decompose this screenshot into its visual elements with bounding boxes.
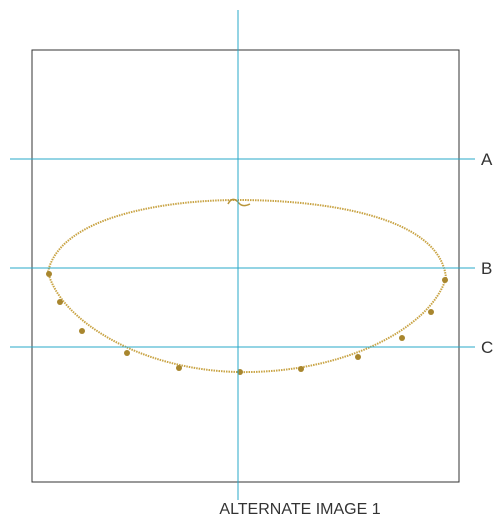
guide-label: B <box>481 259 492 278</box>
guide-label: A <box>481 150 493 169</box>
image-frame <box>31 49 460 483</box>
guide-lines <box>10 10 475 500</box>
guide-label: C <box>481 338 493 357</box>
chain-bottom <box>47 271 447 374</box>
beads <box>46 271 448 375</box>
caption: ALTERNATE IMAGE 1 <box>219 501 380 518</box>
